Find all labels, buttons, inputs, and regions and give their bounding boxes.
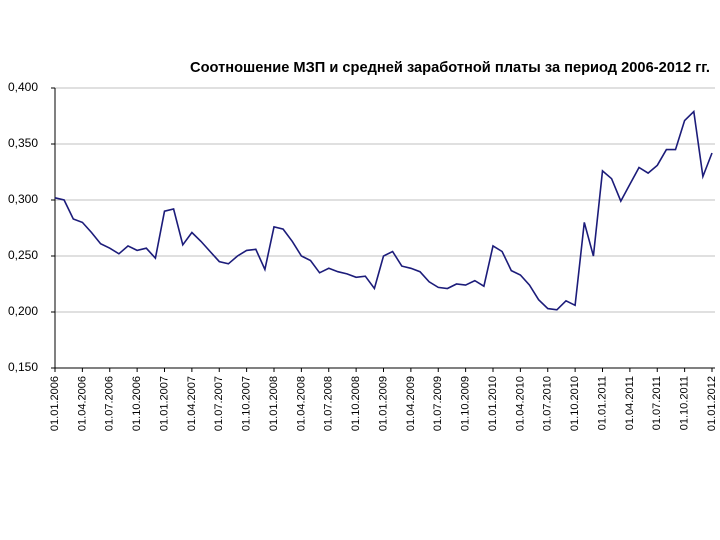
- x-tick-label: 01.01.2006: [49, 376, 61, 431]
- x-tick-label: 01.07.2009: [432, 376, 444, 431]
- x-tick-label: 01.10.2008: [350, 376, 362, 431]
- y-tick-label: 0,150: [8, 360, 38, 374]
- x-tick-label: 01.01.2009: [377, 376, 389, 431]
- y-tick-label: 0,400: [8, 80, 38, 94]
- x-tick-label: 01.10.2009: [460, 376, 472, 431]
- chart-title: Соотношение МЗП и средней заработной пла…: [190, 59, 710, 76]
- x-tick-label: 01.07.2006: [104, 376, 116, 431]
- x-tick-label: 01.01.2007: [158, 376, 170, 431]
- data-line: [54, 109, 713, 311]
- x-tick-label: 01.04.2009: [405, 376, 417, 431]
- x-tick-label: 01.04.2007: [186, 376, 198, 431]
- x-tick-label: 01.07.2010: [542, 376, 554, 431]
- x-tick-label: 01.10.2007: [241, 376, 253, 431]
- x-tick-label: 01.01.2011: [596, 376, 608, 430]
- x-tick-label: 01.01.2010: [487, 376, 499, 431]
- x-tick-label: 01.10.2010: [569, 376, 581, 431]
- x-tick-label: 01.04.2006: [76, 376, 88, 431]
- y-tick-label: 0,350: [8, 136, 38, 150]
- x-tick-label: 01.04.2008: [295, 376, 307, 431]
- x-tick-label: 01.07.2007: [213, 376, 225, 431]
- x-tick-label: 01.01.2012: [706, 376, 718, 431]
- x-tick-label: 01.10.2011: [679, 376, 691, 430]
- x-tick-label: 01.07.2008: [323, 376, 335, 431]
- x-tick-label: 01.10.2006: [131, 376, 143, 431]
- x-tick-label: 01.07.2011: [651, 376, 663, 430]
- y-tick-label: 0,200: [8, 304, 38, 318]
- y-tick-label: 0,300: [8, 192, 38, 206]
- x-tick-label: 01.01.2008: [268, 376, 280, 431]
- x-tick-label: 01.04.2011: [624, 376, 636, 430]
- x-tick-label: 01.04.2010: [514, 376, 526, 431]
- y-tick-label: 0,250: [8, 248, 38, 262]
